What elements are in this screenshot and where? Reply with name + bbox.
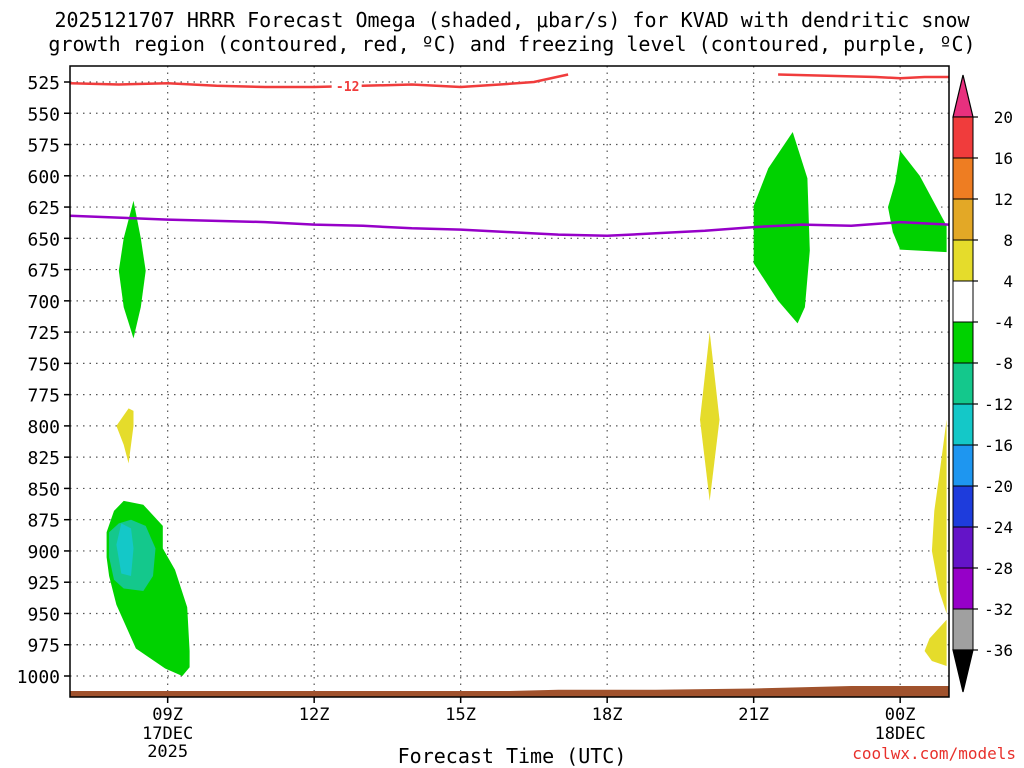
colorbar-swatch [952,444,974,487]
omega-region-green-0900-upper [118,200,146,339]
x-tick-label-21Z: 21Z [738,705,769,725]
colorbar-label--8: -8 [994,354,1013,373]
omega-region-yellow-0100-surface [924,619,947,666]
y-tick-label-950: 950 [27,604,60,625]
surface-terrain [70,686,949,697]
y-tick-label-675: 675 [27,261,60,282]
colorbar-swatch [952,239,974,282]
y-tick-label-525: 525 [27,73,60,94]
colorbar-label--28: -28 [984,559,1013,578]
omega-region-yellow-2000-midlevel [700,332,720,501]
colorbar: 20 16 12 8 4 -4 -8 -12 -16 -20 -24 -28 -32 -36 [952,74,1013,693]
y-tick-label-575: 575 [27,136,60,157]
colorbar-swatch [952,567,974,610]
colorbar-swatch [952,403,974,446]
y-tick-label-850: 850 [27,479,60,500]
x-tick-sublabel: 2025 [147,742,188,762]
x-tick-label-18Z: 18Z [592,705,623,725]
colorbar-label--36: -36 [984,641,1013,660]
watermark: coolwx.com/models [852,744,1016,763]
colorbar-label--32: -32 [984,600,1013,619]
x-tick-sublabel: 17DEC [142,724,193,744]
y-tick-label-650: 650 [27,229,60,250]
y-tick-label-975: 975 [27,636,60,657]
colorbar-label-20: 20 [994,108,1013,127]
plot-area: -12 [70,66,949,697]
y-tick-label-925: 925 [27,573,60,594]
contour-label-minus12: -12 [336,80,359,95]
colorbar-top-arrow [952,74,974,118]
colorbar-swatch [952,485,974,528]
y-tick-label-725: 725 [27,323,60,344]
freezing-level-contour [70,214,949,238]
colorbar-swatch [952,280,974,323]
y-tick-label-900: 900 [27,542,60,563]
y-tick-label-875: 875 [27,511,60,532]
colorbar-label-4: 4 [1003,272,1013,291]
y-tick-label-625: 625 [27,198,60,219]
omega-region-yellow-0100-lowlevel [931,419,947,614]
y-tick-label-550: 550 [27,104,60,125]
colorbar-label--4: -4 [994,313,1013,332]
x-tick-label-15Z: 15Z [445,705,476,725]
x-tick-label-12Z: 12Z [299,705,330,725]
colorbar-swatch [952,321,974,364]
y-tick-label-825: 825 [27,448,60,469]
x-tick-sublabel: 18DEC [875,724,926,744]
chart-title-line-2: growth region (contoured, red, ºC) and f… [48,32,976,56]
omega-region-yellow-0900-800mb [116,408,134,464]
colorbar-label-12: 12 [994,190,1013,209]
colorbar-swatch [952,362,974,405]
colorbar-swatch [952,157,974,200]
x-axis-label: Forecast Time (UTC) [397,744,627,768]
y-tick-label-700: 700 [27,292,60,313]
colorbar-swatch [952,116,974,159]
y-tick-label-775: 775 [27,386,60,407]
omega-region-green-0000-upper [888,150,947,253]
axes: 525 550 575 600 625 650 675 700 725 750 775 800 825 8… [17,65,950,762]
colorbar-swatch [952,198,974,241]
y-tick-label-1000: 1000 [17,667,60,688]
colorbar-label--16: -16 [984,436,1013,455]
contour-label-bg [331,77,362,92]
colorbar-swatch [952,526,974,569]
colorbar-label--24: -24 [984,518,1013,537]
y-tick-label-600: 600 [27,167,60,188]
colorbar-label-8: 8 [1003,231,1013,250]
colorbar-label--20: -20 [984,477,1013,496]
y-tick-label-750: 750 [27,354,60,375]
colorbar-label-16: 16 [994,149,1013,168]
omega-region-cyan-0900-lower [116,523,134,576]
dgz-minus12-contour [70,73,569,89]
chart-title-line-1: 2025121707 HRRR Forecast Omega (shaded, … [54,8,970,32]
x-tick-label-00Z: 00Z [885,705,916,725]
y-tick-label-800: 800 [27,417,60,438]
plot-frame [69,65,950,698]
colorbar-bottom-arrow [952,649,974,693]
colorbar-label--12: -12 [984,395,1013,414]
x-tick-label-09Z: 09Z [152,705,183,725]
dgz-minus12-contour-right [778,73,949,80]
colorbar-swatch [952,608,974,651]
omega-region-green-2200-upper [753,132,810,324]
